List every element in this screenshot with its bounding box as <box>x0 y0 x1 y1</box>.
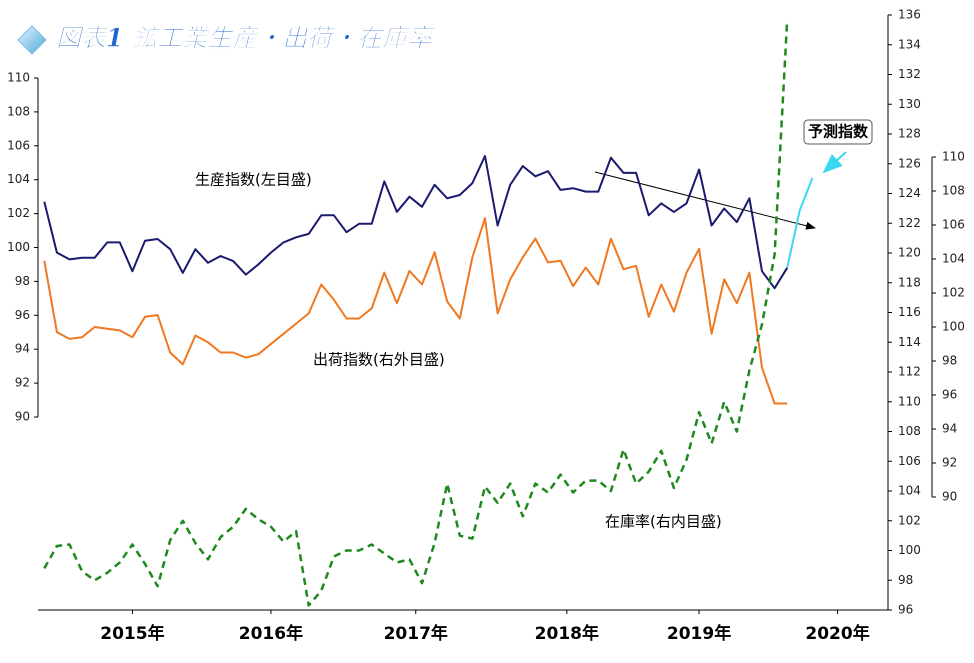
right-outer-tick-label: 106 <box>898 454 921 468</box>
left-tick-label: 90 <box>15 410 30 424</box>
chart-title: 図表1 鉱工業生産・出荷・在庫率 <box>56 24 436 53</box>
series-line <box>43 217 788 405</box>
right-outer-tick-label: 126 <box>898 156 921 170</box>
x-tick-label: 2017年 <box>384 623 448 644</box>
left-tick-label: 110 <box>7 71 30 85</box>
right-outer-tick-label: 134 <box>898 37 921 51</box>
series-line <box>43 155 789 290</box>
right-inner-tick-label: 102 <box>942 286 965 300</box>
x-tick-label: 2018年 <box>535 623 599 644</box>
right-outer-tick-label: 122 <box>898 216 921 230</box>
forecast-arrow <box>822 151 847 174</box>
right-outer-tick-label: 118 <box>898 275 921 289</box>
right-inner-tick-label: 94 <box>942 422 957 436</box>
x-tick-label: 2015年 <box>100 623 164 644</box>
series-label: 在庫率(右内目盛) <box>605 513 722 531</box>
right-outer-tick-label: 102 <box>898 513 921 527</box>
right-outer-tick-label: 128 <box>898 127 921 141</box>
right-outer-tick-label: 98 <box>898 573 913 587</box>
right-outer-tick-label: 96 <box>898 603 913 617</box>
forecast-label-box <box>803 119 873 145</box>
left-tick-label: 96 <box>15 308 30 322</box>
right-inner-tick-label: 108 <box>942 184 965 198</box>
right-outer-tick-label: 120 <box>898 246 921 260</box>
right-inner-tick-label: 104 <box>942 252 965 266</box>
right-outer-tick-label: 136 <box>898 8 921 22</box>
series-line <box>786 177 814 269</box>
left-tick-label: 94 <box>15 342 30 356</box>
right-inner-tick-label: 106 <box>942 218 965 232</box>
right-outer-tick-label: 108 <box>898 424 921 438</box>
right-outer-tick-label: 100 <box>898 543 921 557</box>
left-tick-label: 108 <box>7 104 30 118</box>
x-tick-label: 2016年 <box>239 623 303 644</box>
right-inner-tick-label: 90 <box>942 490 957 504</box>
left-tick-label: 106 <box>7 138 30 152</box>
left-tick-label: 100 <box>7 240 30 254</box>
right-outer-tick-label: 116 <box>898 305 921 319</box>
series-label: 出荷指数(右外目盛) <box>313 351 445 369</box>
left-tick-label: 102 <box>7 206 30 220</box>
right-outer-tick-label: 112 <box>898 365 921 379</box>
right-outer-tick-label: 130 <box>898 97 921 111</box>
right-inner-tick-label: 100 <box>942 320 965 334</box>
series-label: 生産指数(左目盛) <box>195 171 312 189</box>
series-line <box>43 19 789 607</box>
right-outer-tick-label: 114 <box>898 335 921 349</box>
x-tick-label: 2020年 <box>805 623 869 644</box>
title-icon <box>17 25 47 55</box>
left-tick-label: 92 <box>15 376 30 390</box>
right-outer-tick-label: 110 <box>898 394 921 408</box>
series-label: 予測指数 <box>808 123 869 141</box>
left-tick-label: 104 <box>7 172 30 186</box>
x-tick-label: 2019年 <box>667 623 731 644</box>
right-outer-tick-label: 104 <box>898 484 921 498</box>
right-inner-tick-label: 98 <box>942 354 957 368</box>
right-outer-tick-label: 124 <box>898 186 921 200</box>
right-inner-tick-label: 92 <box>942 456 957 470</box>
right-outer-tick-label: 132 <box>898 67 921 81</box>
right-inner-tick-label: 110 <box>942 150 965 164</box>
right-inner-tick-label: 96 <box>942 388 957 402</box>
left-tick-label: 98 <box>15 274 30 288</box>
